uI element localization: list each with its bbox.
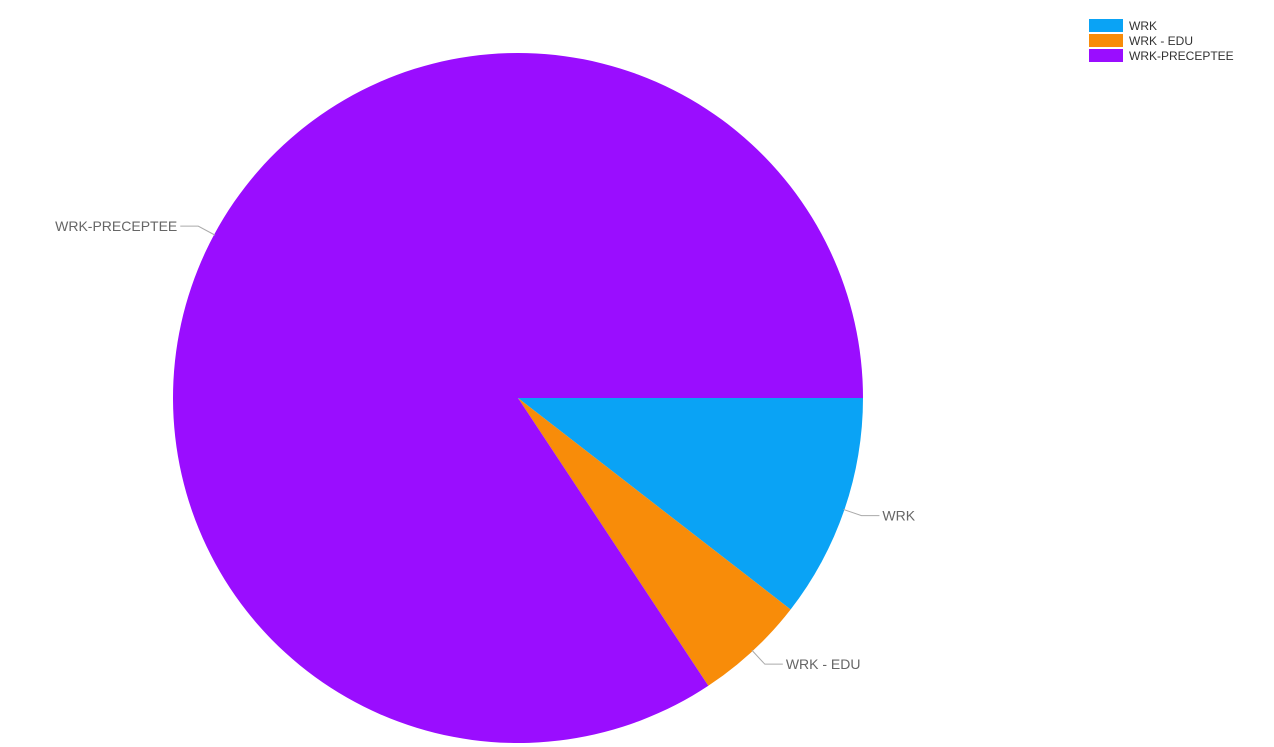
legend-item-wrk[interactable]: WRK — [1089, 19, 1157, 33]
slice-labels-layer: WRK WRK - EDU WRK-PRECEPTEE — [55, 218, 916, 672]
slice-label-wrk: WRK — [882, 508, 915, 524]
pie-slice-wrk-preceptee[interactable] — [173, 53, 864, 743]
legend-swatch-wrk — [1089, 19, 1123, 32]
leader-line-wrk — [843, 508, 880, 517]
leader-line-wrk-edu — [751, 649, 783, 665]
legend-label-wrk: WRK — [1129, 19, 1157, 33]
legend-swatch-wrk-preceptee — [1089, 49, 1123, 62]
pie-slice-wrk[interactable] — [518, 398, 863, 610]
legend-item-wrk-edu[interactable]: WRK - EDU — [1089, 34, 1193, 48]
slice-label-wrk-preceptee: WRK-PRECEPTEE — [55, 218, 177, 234]
slices-layer — [173, 53, 864, 743]
legend-label-wrk-preceptee: WRK-PRECEPTEE — [1129, 49, 1234, 63]
leader-line-wrk-preceptee — [180, 225, 216, 236]
legend-item-wrk-preceptee[interactable]: WRK-PRECEPTEE — [1089, 49, 1234, 63]
slice-label-wrk-edu: WRK - EDU — [786, 656, 861, 672]
legend-swatch-wrk-edu — [1089, 34, 1123, 47]
pie-slice-wrk-edu[interactable] — [518, 398, 791, 686]
legend-label-wrk-edu: WRK - EDU — [1129, 34, 1193, 48]
